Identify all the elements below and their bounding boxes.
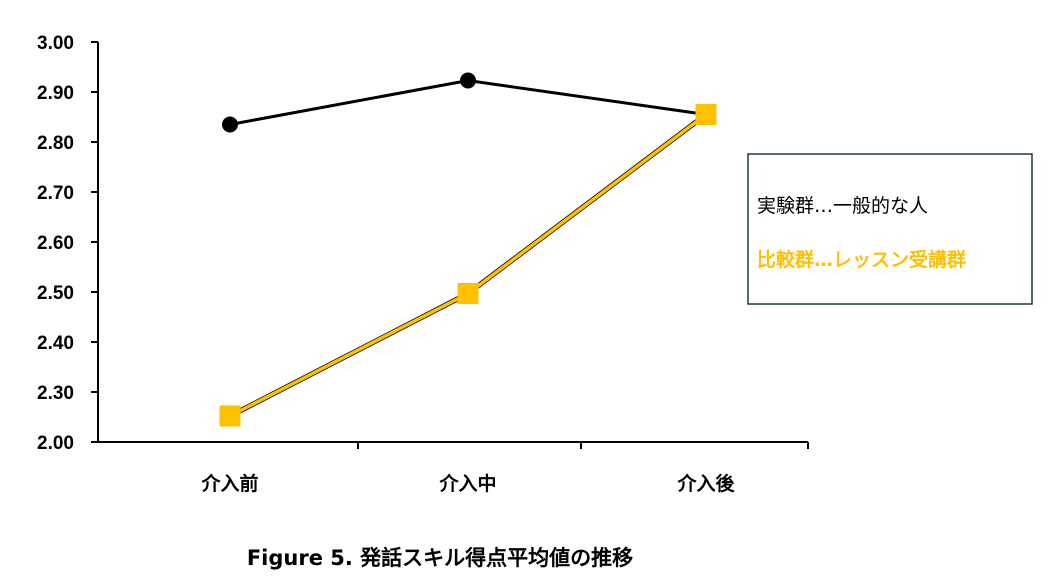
x-axis-ticks: 介入前 介入中 介入後 bbox=[200, 442, 809, 495]
legend-entry-experimental: 実験群…一般的な人 bbox=[757, 195, 928, 217]
y-tick-label: 2.90 bbox=[37, 83, 74, 104]
x-tick-label: 介入中 bbox=[438, 472, 496, 495]
data-point bbox=[460, 72, 476, 89]
figure-caption: Figure 5. 発話スキル得点平均値の推移 bbox=[247, 546, 633, 570]
y-tick-label: 2.30 bbox=[37, 383, 74, 404]
series-line-shadow bbox=[228, 112, 708, 419]
data-point bbox=[695, 104, 717, 125]
legend: 実験群…一般的な人 比較群…レッスン受講群 bbox=[747, 153, 1033, 305]
axes bbox=[97, 42, 808, 443]
data-point bbox=[222, 116, 238, 133]
series-line bbox=[229, 113, 708, 418]
series-experimental bbox=[222, 72, 714, 133]
y-axis-ticks: 2.00 2.30 2.40 2.50 2.60 2.70 2.80 2.90 3.00 bbox=[37, 33, 98, 454]
y-tick-label: 2.60 bbox=[37, 233, 74, 254]
data-point bbox=[457, 283, 479, 304]
legend-entry-comparison: 比較群…レッスン受講群 bbox=[757, 248, 966, 271]
y-tick-label: 2.80 bbox=[37, 133, 74, 154]
y-tick-label: 3.00 bbox=[37, 33, 74, 54]
y-tick-label: 2.50 bbox=[37, 283, 74, 304]
y-tick-label: 2.40 bbox=[37, 333, 74, 354]
y-tick-label: 2.00 bbox=[37, 433, 74, 454]
data-point bbox=[219, 405, 241, 427]
x-tick-label: 介入前 bbox=[200, 472, 258, 495]
series-layer bbox=[219, 72, 717, 427]
series-comparison bbox=[219, 104, 717, 427]
x-tick-label: 介入後 bbox=[676, 472, 735, 495]
y-tick-label: 2.70 bbox=[37, 183, 74, 204]
legend-box bbox=[747, 153, 1033, 305]
